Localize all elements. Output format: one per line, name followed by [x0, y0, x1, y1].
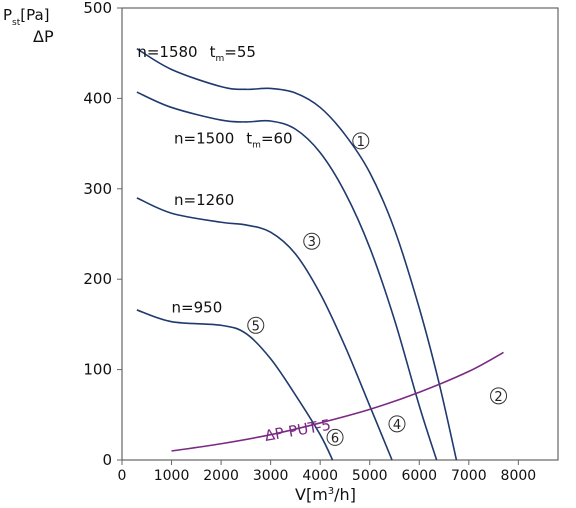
- x-tick-label: 1000: [154, 468, 190, 484]
- temp-value: =55: [224, 43, 256, 61]
- y-tick-label: 500: [83, 0, 112, 17]
- x-tick-label: 4000: [302, 468, 338, 484]
- fan-curve-1: [136, 47, 458, 461]
- y-tick-label: 400: [83, 89, 112, 107]
- x-tick-label: 5000: [352, 468, 388, 484]
- marker-circle: [490, 387, 508, 405]
- x-tick-label: 8000: [501, 468, 537, 484]
- curve-label: n=950: [172, 299, 223, 317]
- marker-circle: [247, 316, 265, 334]
- marker-number: 3: [308, 235, 316, 250]
- curve-label: n=1580 tm=55: [137, 43, 256, 64]
- resistance-curve: [171, 351, 504, 452]
- temp-value: =60: [261, 130, 293, 148]
- speed-label: n=1260: [174, 191, 234, 209]
- fan-curve-2: [136, 91, 438, 461]
- speed-label: n=1500: [174, 130, 234, 148]
- marker-number: 4: [393, 418, 401, 433]
- x-tick-label: 2000: [203, 468, 239, 484]
- plot-frame: [121, 7, 559, 461]
- axes: [117, 7, 559, 465]
- temp-subscript: m: [252, 141, 261, 151]
- x-tick-label: 6000: [401, 468, 437, 484]
- temp-label: t: [210, 43, 216, 61]
- marker-number: 2: [494, 390, 502, 405]
- curve-label: n=1500 tm=60: [174, 130, 293, 151]
- series-lines: [136, 47, 504, 461]
- marker-number: 6: [331, 431, 339, 446]
- y-tick-label: 0: [102, 451, 112, 469]
- fan-curve-4: [136, 309, 334, 461]
- speed-label: ΔP PUT-5: [263, 416, 332, 445]
- fan-curve-3: [136, 197, 393, 461]
- x-tick-label: 7000: [451, 468, 487, 484]
- curve-label: n=1260: [174, 191, 234, 209]
- y-tick-label: 200: [83, 270, 112, 288]
- x-tick-label: 0: [118, 468, 127, 484]
- speed-label: n=1580: [137, 43, 197, 61]
- marker-circle: [352, 132, 370, 150]
- y-axis-label: Pst[Pa]: [3, 6, 50, 28]
- temp-subscript: m: [215, 54, 224, 64]
- marker-number: 5: [252, 319, 260, 334]
- curve-number-markers: 1 3 5 2 4 6: [247, 132, 508, 446]
- speed-label: n=950: [172, 299, 223, 317]
- y-tick-label: 300: [83, 180, 112, 198]
- marker-circle: [388, 415, 406, 433]
- marker-circle: [303, 232, 321, 250]
- temp-label: t: [246, 130, 252, 148]
- x-tick-label: 3000: [253, 468, 289, 484]
- marker-circle: [326, 428, 344, 446]
- curve-label: ΔP PUT-5: [263, 416, 332, 445]
- x-axis-label: V[m3/h]: [295, 485, 356, 504]
- y-axis-label-2: ΔP: [33, 27, 54, 46]
- y-tick-label: 100: [83, 361, 112, 379]
- marker-number: 1: [357, 135, 365, 150]
